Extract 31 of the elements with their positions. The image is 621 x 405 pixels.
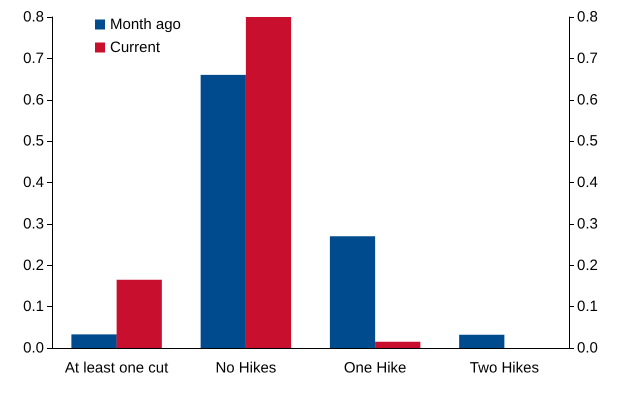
y-tick-label: 0.6 (23, 91, 44, 108)
y-tick-label: 0.4 (23, 174, 44, 191)
y-tick-label: 0.0 (23, 340, 44, 356)
y-tick-label: 0.3 (23, 215, 44, 232)
y2-tick-label: 0.3 (577, 215, 598, 232)
bar (71, 334, 117, 348)
bar (246, 17, 292, 348)
y-tick-label: 0.8 (23, 8, 44, 26)
legend-label: Current (110, 39, 161, 56)
y2-tick-label: 0.1 (577, 298, 598, 316)
x-tick-label: Two Hikes (470, 360, 539, 376)
y2-tick-label: 0.8 (577, 8, 598, 26)
y-tick-label: 0.7 (23, 50, 44, 67)
y2-tick-label: 0.2 (577, 256, 598, 274)
y2-tick-label: 0.6 (577, 91, 598, 108)
bar (459, 334, 504, 348)
bar (200, 74, 246, 348)
x-tick-label: At least one cut (64, 360, 170, 376)
y-tick-label: 0.2 (23, 256, 44, 274)
bar (375, 342, 420, 348)
bar (330, 236, 376, 348)
x-tick-label: One Hike (344, 360, 406, 376)
y-tick-label: 0.1 (23, 298, 44, 316)
legend-label: Month ago (110, 16, 181, 33)
y2-tick-label: 0.7 (577, 50, 598, 67)
bar (116, 280, 162, 348)
y2-tick-label: 0.5 (577, 132, 598, 150)
y2-tick-label: 0.0 (577, 340, 598, 356)
x-tick-label: No Hikes (215, 360, 276, 376)
y2-tick-label: 0.4 (577, 174, 598, 191)
y-tick-label: 0.5 (23, 132, 44, 150)
